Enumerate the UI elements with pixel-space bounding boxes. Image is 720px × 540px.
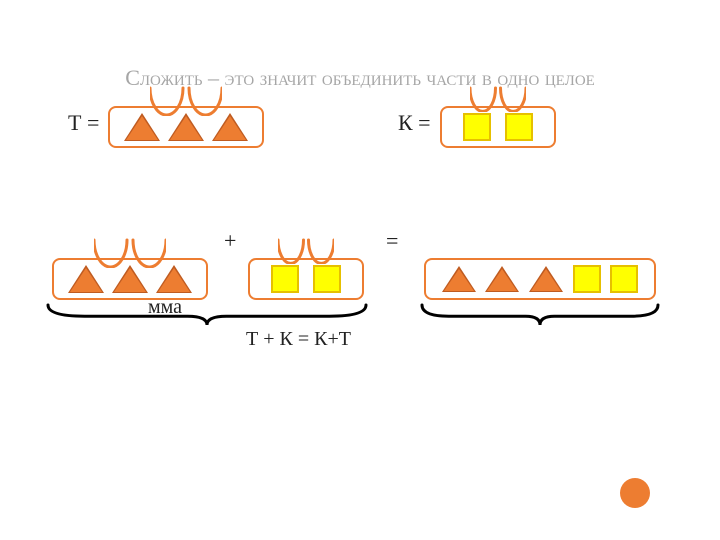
brace-right [420,303,660,327]
label-K: К = [398,110,431,136]
accent-dot [620,478,650,508]
arcs-left [94,238,166,268]
formula: Т + К = К+Т [246,328,351,351]
box-K [440,106,556,148]
brace-left [46,303,368,327]
box-right [424,258,656,300]
box-mid [248,258,364,300]
arcs-K [470,86,526,112]
label-T: Т = [68,110,99,136]
plus-sign: + [224,228,236,254]
page-title: Сложить – это значит объединить части в … [0,65,720,91]
arcs-T [150,86,222,116]
equals-sign: = [386,228,398,254]
arcs-mid [278,238,334,264]
